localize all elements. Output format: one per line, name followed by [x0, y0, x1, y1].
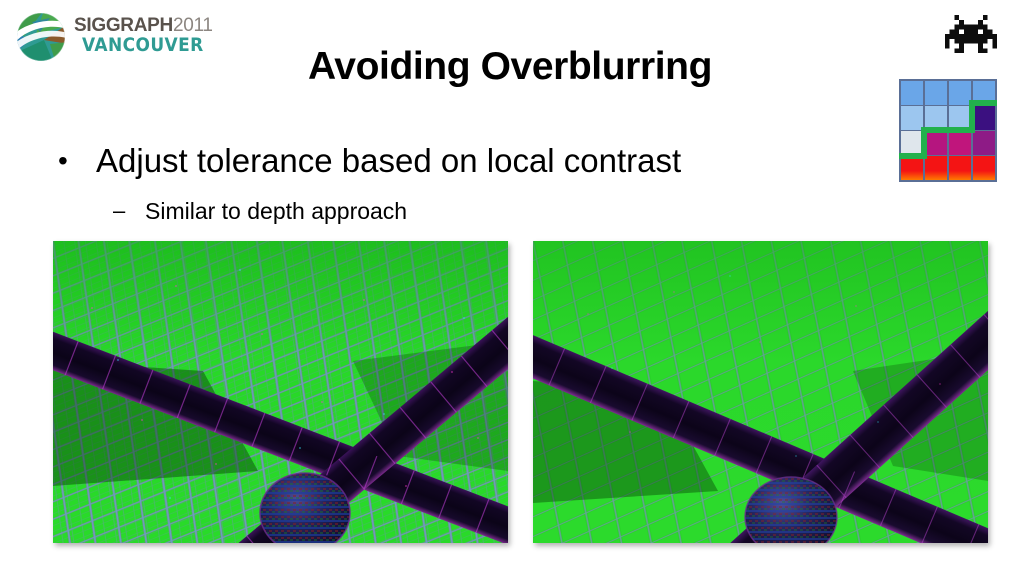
globe-icon — [14, 10, 68, 64]
figure-render-right — [533, 241, 988, 543]
grid-cell — [948, 81, 972, 105]
bullet-level-2: – Similar to depth approach — [113, 196, 407, 226]
grid-cell — [901, 106, 924, 130]
siggraph-logo: SIGGRAPH2011 VANCOUVER — [12, 8, 262, 70]
stencil-grid-icon — [899, 79, 997, 182]
grid-cell — [901, 156, 924, 180]
grid-cell — [924, 81, 948, 105]
logo-wordmark: SIGGRAPH2011 VANCOUVER — [74, 15, 259, 57]
grid-cell — [948, 156, 972, 180]
grid-cell — [972, 131, 995, 155]
bullet-marker-icon: • — [58, 145, 68, 176]
page-title: Avoiding Overblurring — [307, 45, 712, 88]
grid-cell — [972, 156, 995, 180]
grid-cell — [924, 106, 948, 130]
grid-cell — [972, 81, 995, 105]
grid-cell — [924, 156, 948, 180]
grid-cell — [901, 131, 924, 155]
figure-left-canvas — [53, 241, 508, 543]
grid-cell — [924, 131, 948, 155]
space-invader-icon — [940, 15, 1002, 54]
logo-conference-name: SIGGRAPH — [74, 15, 173, 36]
grid-cell — [901, 81, 924, 105]
figure-render-left — [53, 241, 508, 543]
bullet-level-1-text: Adjust tolerance based on local contrast — [96, 142, 682, 179]
logo-year: 2011 — [172, 15, 213, 36]
bullet-level-1: • Adjust tolerance based on local contra… — [58, 141, 681, 181]
logo-city: VANCOUVER — [82, 34, 204, 57]
dash-marker-icon: – — [113, 198, 126, 223]
grid-cell — [948, 131, 972, 155]
figure-right-canvas — [533, 241, 988, 543]
grid-cell — [972, 106, 995, 130]
bullet-level-2-text: Similar to depth approach — [145, 198, 408, 224]
grid-cell — [948, 106, 972, 130]
